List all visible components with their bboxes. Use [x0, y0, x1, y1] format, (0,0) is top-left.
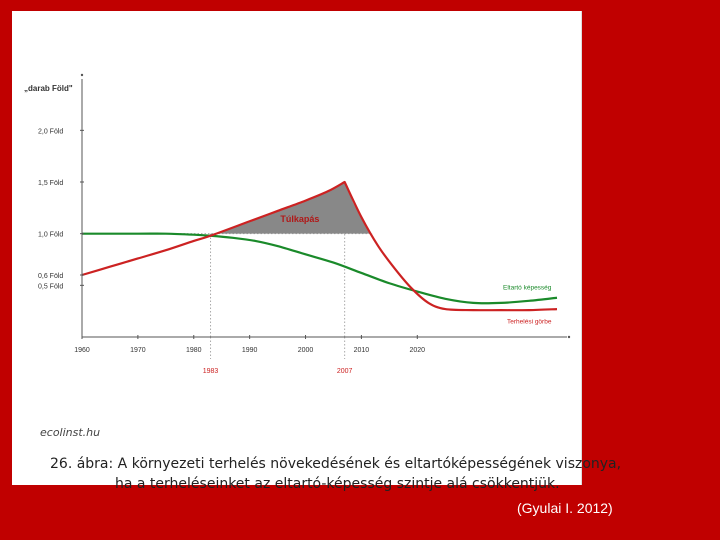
- axes: [80, 73, 571, 339]
- x-tick-label: 2000: [298, 347, 314, 354]
- x-axis-end: [567, 335, 571, 339]
- source-credit: (Gyulai I. 2012): [517, 500, 613, 516]
- series-label-load: Terhelési görbe: [507, 319, 552, 326]
- x-tick-label: 1960: [74, 347, 90, 354]
- x-tick-label: 2020: [410, 347, 426, 354]
- y-tick-label: 2,0 Föld: [38, 128, 63, 135]
- series-load-line: [81, 180, 558, 312]
- x-tick-label: 1980: [186, 347, 202, 354]
- series-capacity-line: [82, 232, 558, 305]
- marked-year-label: 2007: [337, 368, 353, 375]
- marked-year-label: 1983: [203, 368, 219, 375]
- caption-line-1: 26. ábra: A környezeti terhelés növekedé…: [50, 456, 622, 472]
- x-tick-label: 1970: [130, 347, 146, 354]
- watermark-text: ecolinst.hu: [40, 426, 101, 439]
- chart: „darab Föld" 0,5 Föld 0,6 Föld 1,0 Föld 1,5 …: [24, 73, 571, 375]
- series-label-capacity: Eltartó képesség: [503, 284, 552, 291]
- x-tick-label: 1990: [242, 347, 258, 354]
- overshoot-area: [210, 182, 370, 236]
- x-tick-label: 2010: [354, 347, 370, 354]
- series-lines: [81, 180, 558, 312]
- y-axis-label: „darab Föld": [24, 84, 73, 93]
- y-axis-end: [80, 73, 84, 77]
- figure-panel: „darab Föld" 0,5 Föld 0,6 Föld 1,0 Föld 1,5 …: [12, 11, 622, 492]
- y-tick-label: 0,5 Föld: [38, 283, 63, 290]
- y-tick-label: 0,6 Föld: [38, 273, 63, 280]
- caption-line-2: ha a terheléseinket az eltartó-képesség …: [115, 476, 560, 492]
- y-tick-label: 1,5 Föld: [38, 180, 63, 187]
- y-tick-label: 1,0 Föld: [38, 232, 63, 239]
- chart-labels: „darab Föld" 0,5 Föld 0,6 Föld 1,0 Föld 1,5 …: [24, 84, 552, 375]
- overshoot-label: Túlkapás: [280, 214, 319, 224]
